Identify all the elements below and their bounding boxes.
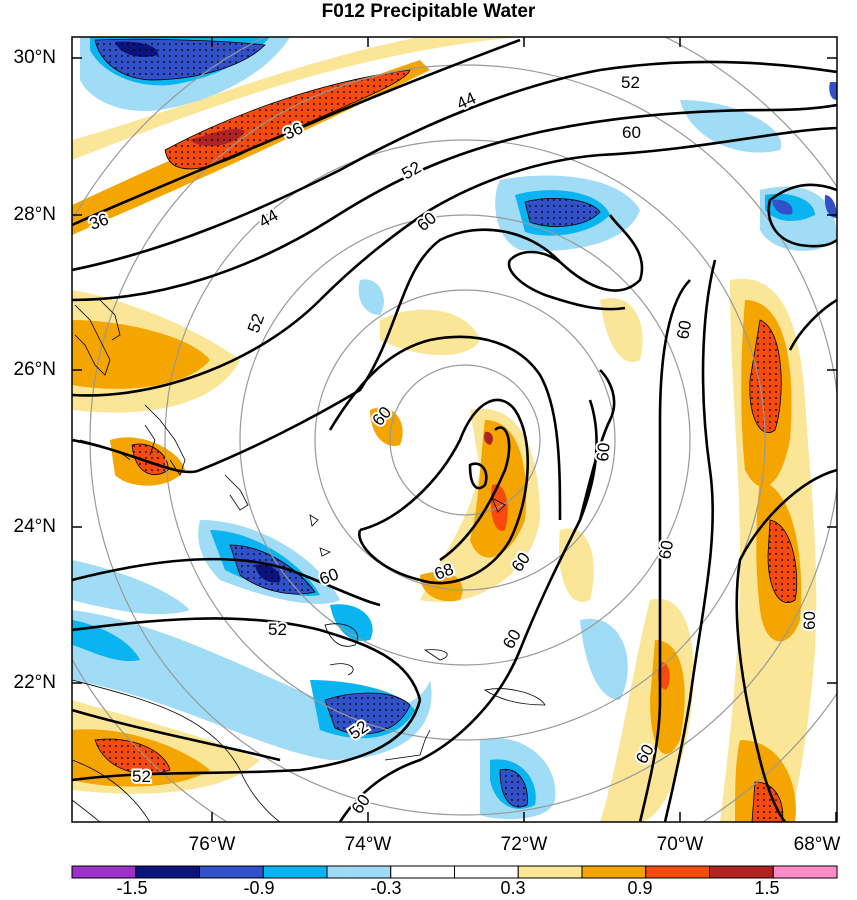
map-title: F012 Precipitable Water — [321, 1, 536, 22]
colorbar-label: -0.9 — [243, 878, 275, 898]
lat-label: 26°N — [13, 359, 56, 380]
colorbar-label: 0.3 — [500, 878, 526, 898]
axis-ticks — [72, 37, 837, 822]
significance-stippling — [94, 38, 798, 822]
lon-label: 68°W — [793, 834, 841, 855]
colorbar-swatch — [262, 865, 328, 879]
colorbar-swatch — [71, 865, 137, 879]
colorbar-label: -1.5 — [116, 878, 148, 898]
colorbar-swatch — [772, 865, 838, 879]
contour-label: 60 — [593, 442, 614, 463]
lat-label: 28°N — [13, 204, 56, 225]
lon-label: 74°W — [344, 834, 392, 855]
lon-label: 72°W — [500, 834, 548, 855]
colorbar-label: -0.3 — [370, 878, 402, 898]
contour-label: 60 — [800, 611, 819, 630]
lat-label: 30°N — [13, 47, 56, 68]
contour-label: 60 — [655, 539, 677, 561]
colorbar-label: 1.5 — [754, 878, 780, 898]
shading-very-strong-positive — [190, 128, 493, 445]
contour-label: 44 — [454, 88, 479, 113]
colorbar-swatch — [709, 865, 774, 879]
contour-label: 60 — [348, 791, 374, 817]
colorbar-swatch — [581, 865, 647, 879]
colorbar-swatch — [390, 865, 455, 879]
lon-label: 70°W — [656, 834, 704, 855]
lat-label: 22°N — [13, 672, 56, 693]
contour-label: 60 — [413, 208, 440, 235]
colorbar-swatch — [135, 865, 200, 879]
map-frame — [71, 36, 838, 823]
contour-label: 60 — [673, 319, 695, 341]
colorbar-swatch — [326, 865, 392, 879]
contour-label: 52 — [268, 620, 287, 639]
contour-label: 52 — [244, 311, 268, 335]
colorbar-swatch — [199, 865, 264, 879]
colorbar — [71, 865, 838, 879]
colorbar-swatch — [454, 865, 519, 879]
lat-label: 24°N — [13, 516, 56, 537]
lon-label: 76°W — [188, 834, 236, 855]
range-rings — [72, 37, 837, 822]
contour-label: 68 — [432, 559, 456, 583]
coastlines — [72, 299, 546, 822]
pw-contours — [72, 38, 837, 822]
contour-label: 52 — [132, 767, 151, 786]
colorbar-swatch — [645, 865, 710, 879]
colorbar-swatch — [517, 865, 583, 879]
colorbar-label: 0.9 — [627, 878, 653, 898]
contour-label: 52 — [621, 73, 640, 92]
contour-label: 60 — [622, 123, 641, 142]
